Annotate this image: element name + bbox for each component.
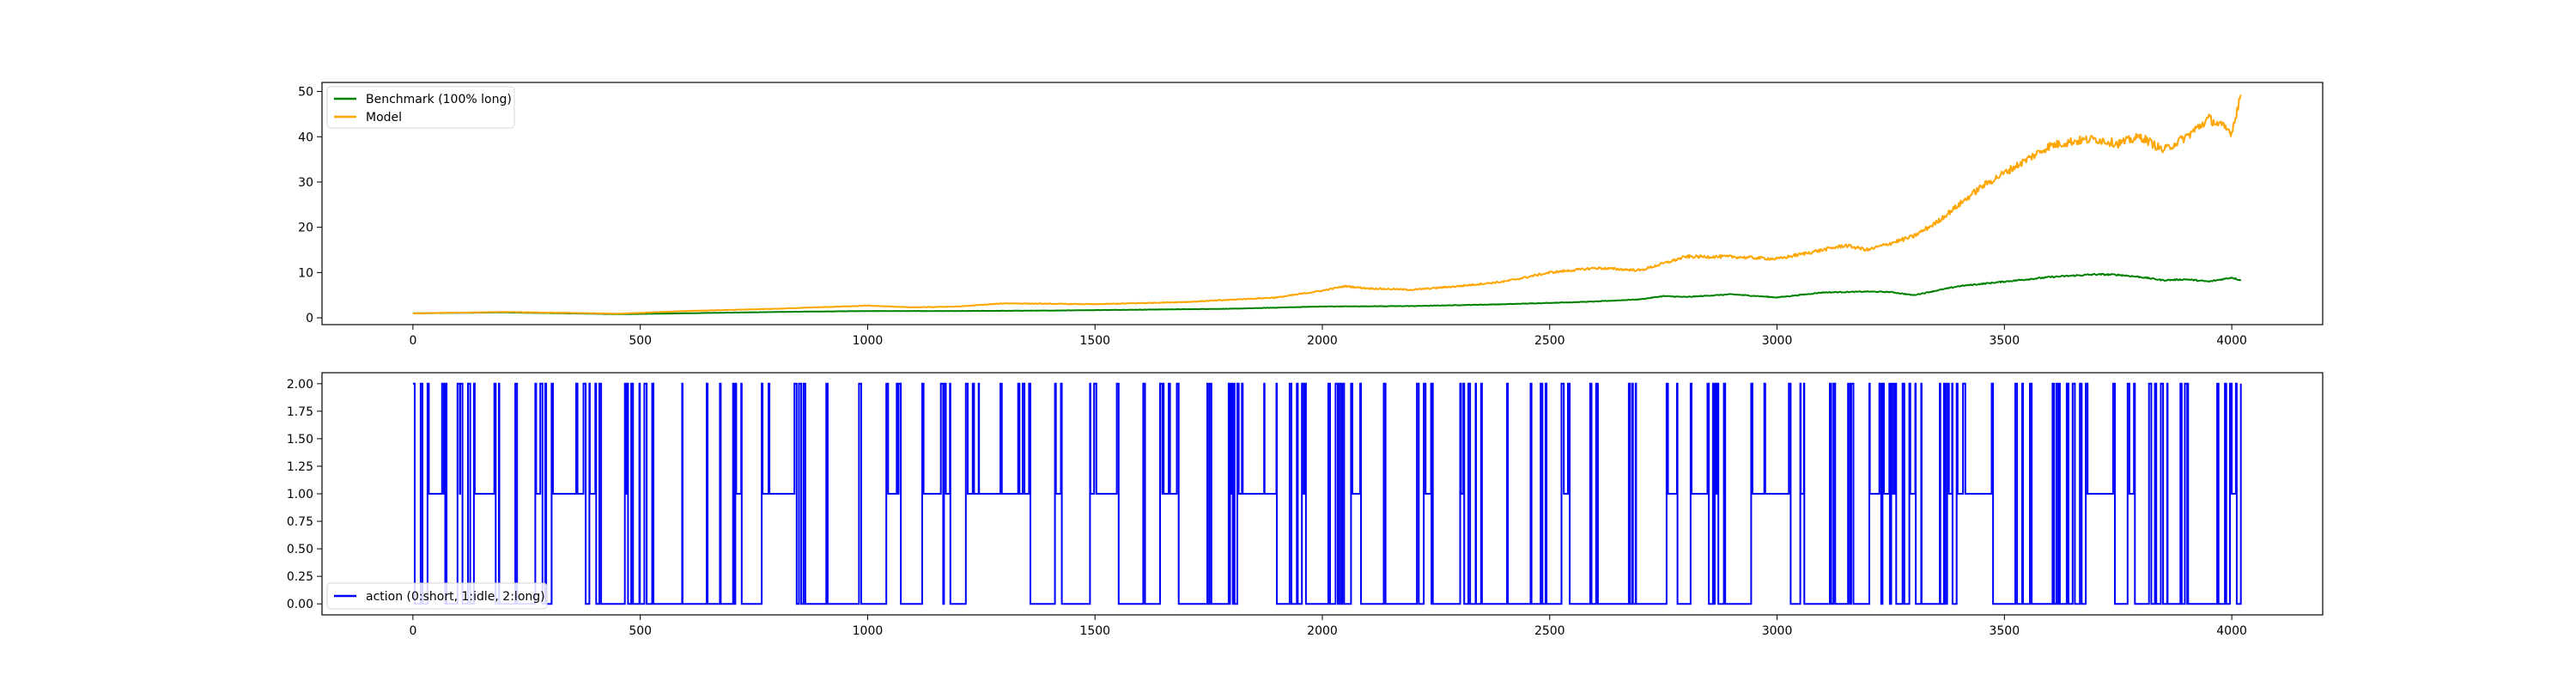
series-group: [412, 382, 2242, 605]
y-tick-label: 20: [298, 222, 313, 235]
x-tick-label: 3000: [1762, 334, 1793, 348]
legend-label-benchmark: Benchmark (100% long): [366, 93, 512, 106]
y-tick-label: 50: [298, 86, 313, 100]
x-tick-label: 2000: [1307, 334, 1338, 348]
x-tick-label: 2000: [1307, 624, 1338, 638]
x-axis: 0 500 1000 1500 2000 2500 3000 3500 4000: [409, 615, 2247, 638]
legend-box: [326, 86, 515, 129]
y-axis: 0.00 0.25 0.50 0.75 1.00 1.25 1.50 1.75 2.00: [287, 378, 322, 611]
y-tick-label: 1.00: [287, 488, 313, 502]
x-tick-label: 4000: [2216, 334, 2247, 348]
y-tick-label: 30: [298, 176, 313, 190]
x-tick-label: 1000: [853, 624, 884, 638]
plot-area: [322, 82, 2323, 325]
y-tick-label: 2.00: [287, 378, 313, 392]
x-axis: 0 500 1000 1500 2000 2500 3000 3500 4000: [409, 325, 2247, 348]
x-tick-label: 0: [409, 624, 416, 638]
y-tick-label: 1.50: [287, 433, 313, 447]
y-tick-label: 1.75: [287, 405, 313, 419]
legend-label-action: action (0:short, 1:idle, 2:long): [366, 590, 545, 604]
x-tick-label: 1000: [853, 334, 884, 348]
x-tick-label: 500: [629, 334, 652, 348]
legend-box: [326, 582, 548, 610]
action-axes: 0 500 1000 1500 2000 2500 3000 3500 4000 0.00 0.2…: [287, 372, 2324, 638]
equity-curve-axes: 0 500 1000 1500 2000 2500 3000 3500 4000 0 10 20 30…: [298, 82, 2324, 348]
y-tick-label: 0.50: [287, 543, 313, 556]
legend: Benchmark (100% long) Model: [326, 86, 515, 129]
x-tick-label: 2500: [1534, 624, 1565, 638]
series-line-action: [412, 382, 2242, 605]
x-tick-label: 3000: [1762, 624, 1793, 638]
x-tick-label: 4000: [2216, 624, 2247, 638]
legend-label-model: Model: [366, 111, 402, 125]
y-tick-label: 0.75: [287, 515, 313, 529]
series-line-model: [412, 94, 2242, 315]
y-tick-label: 40: [298, 131, 313, 144]
legend: action (0:short, 1:idle, 2:long): [326, 582, 548, 610]
y-tick-label: 0.25: [287, 570, 313, 584]
series-group: [412, 94, 2242, 315]
x-tick-label: 1500: [1079, 624, 1110, 638]
y-tick-label: 10: [298, 266, 313, 280]
y-tick-label: 0.00: [287, 598, 313, 611]
y-tick-label: 0: [306, 312, 313, 325]
x-tick-label: 3500: [1989, 334, 2020, 348]
y-axis: 0 10 20 30 40 50: [298, 86, 322, 325]
y-tick-label: 1.25: [287, 460, 313, 474]
series-line-benchmark: [412, 272, 2242, 315]
x-tick-label: 2500: [1534, 334, 1565, 348]
x-tick-label: 1500: [1079, 334, 1110, 348]
x-tick-label: 3500: [1989, 624, 2020, 638]
x-tick-label: 0: [409, 334, 416, 348]
x-tick-label: 500: [629, 624, 652, 638]
